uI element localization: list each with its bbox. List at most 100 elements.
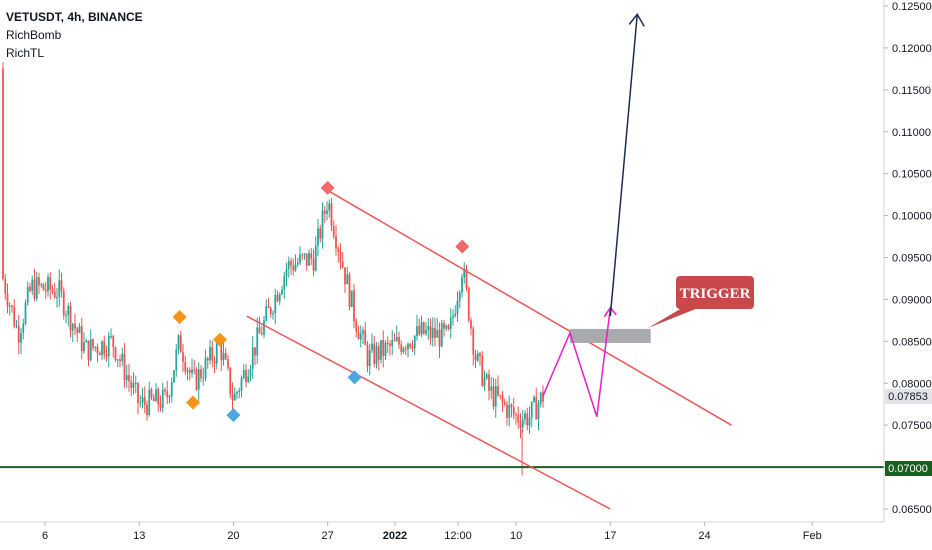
candle-body: [11, 305, 13, 307]
candle-body: [382, 339, 385, 356]
candle-body: [404, 348, 407, 350]
y-tick-label: 0.12500: [892, 1, 932, 13]
trigger-zone[interactable]: [569, 328, 651, 343]
candle-body: [173, 370, 175, 383]
candle-body: [87, 340, 90, 360]
candle-body: [227, 359, 229, 368]
candle-body: [206, 358, 209, 361]
candle-body: [303, 253, 306, 256]
candle-body: [274, 294, 277, 314]
breakout-arrow-line[interactable]: [609, 14, 638, 317]
candle-body: [2, 68, 4, 280]
candle-body: [249, 368, 252, 377]
candle-body: [209, 347, 211, 361]
candle-body: [130, 381, 133, 388]
candle-body: [292, 265, 295, 271]
candle-body: [222, 352, 225, 361]
candle-body: [321, 210, 324, 239]
x-tick-label: 6: [42, 530, 48, 542]
candle-body: [112, 335, 115, 348]
trigger-callout-pointer: [648, 308, 698, 328]
chart-drawings[interactable]: TRIGGER: [0, 13, 884, 510]
candle-body: [465, 268, 468, 288]
sell-marker: [320, 180, 335, 195]
time-scale[interactable]: 6 13 20 27 2022 12:00 10 17 24 Feb: [0, 521, 884, 542]
candle-body: [155, 389, 157, 402]
price-scale[interactable]: 0.12500 0.12000 0.11500 0.11000 0.10500 0.100…: [883, 0, 932, 522]
candle-body: [485, 374, 488, 378]
candle-body: [384, 342, 387, 356]
candle-body: [128, 375, 130, 382]
y-tick-label: 0.07500: [892, 420, 932, 432]
candle-body: [353, 290, 355, 321]
candle-body: [67, 306, 70, 316]
candle-body: [330, 203, 333, 227]
candle-body: [58, 280, 61, 297]
candle-body: [186, 370, 189, 372]
candle-body: [26, 286, 29, 303]
candle-body: [452, 315, 454, 318]
candle-body: [497, 386, 499, 396]
candle-body: [238, 390, 241, 393]
candle-body: [521, 419, 524, 428]
candle-body: [422, 322, 425, 334]
candle-body: [326, 210, 328, 214]
candle-body: [40, 284, 43, 286]
candle-body: [461, 277, 463, 293]
indicator-richtl[interactable]: RichTL: [6, 46, 45, 60]
candle-body: [83, 342, 85, 352]
projection-path[interactable]: [542, 307, 612, 418]
candle-body: [443, 323, 445, 329]
candle-body: [15, 325, 18, 327]
candle-body: [483, 377, 486, 386]
candle-body: [337, 248, 340, 252]
candle-body: [276, 294, 279, 302]
candle-body: [463, 268, 466, 278]
candle-body: [137, 382, 139, 403]
channel-upper-line[interactable]: [327, 189, 732, 426]
candle-body: [256, 327, 259, 356]
candle-body: [328, 203, 331, 211]
candle-body: [76, 328, 79, 333]
candle-body: [267, 306, 270, 308]
candle-body: [472, 328, 475, 355]
candle-body: [308, 253, 310, 266]
candle-body: [454, 313, 457, 316]
x-tick-label: 17: [604, 530, 616, 542]
candle-body: [121, 353, 124, 361]
candle-body: [29, 286, 31, 291]
candle-body: [17, 325, 20, 343]
candle-body: [476, 353, 479, 361]
candle-body: [395, 336, 398, 341]
candle-body: [96, 346, 99, 354]
candle-body: [357, 331, 360, 340]
candle-body: [296, 262, 299, 265]
candle-body: [317, 228, 319, 246]
candle-body: [247, 376, 250, 383]
candle-body: [368, 350, 371, 367]
trigger-callout[interactable]: TRIGGER: [648, 276, 754, 328]
candle-body: [240, 378, 243, 391]
candle-body: [191, 369, 193, 374]
candle-body: [312, 258, 315, 271]
y-tick-label: 0.06500: [892, 504, 932, 516]
symbol-title[interactable]: VETUSDT, 4h, BINANCE: [6, 10, 143, 24]
channel-lower-line[interactable]: [246, 315, 611, 510]
indicator-richbomb[interactable]: RichBomb: [6, 28, 62, 42]
candle-body: [481, 356, 484, 386]
x-tick-label: 12:00: [444, 530, 472, 542]
candle-body: [427, 326, 430, 330]
chart-legend: VETUSDT, 4h, BINANCE RichBomb RichTL: [6, 8, 143, 62]
x-tick-label: 13: [133, 530, 145, 542]
candle-body: [402, 348, 405, 353]
candle-body: [150, 389, 153, 398]
candle-body: [157, 389, 160, 405]
candle-body: [258, 327, 261, 334]
candle-body: [272, 313, 274, 315]
candle-body: [168, 396, 171, 398]
candle-body: [438, 329, 441, 347]
candle-body: [371, 343, 373, 351]
candle-body: [294, 264, 297, 271]
candle-body: [110, 335, 112, 337]
